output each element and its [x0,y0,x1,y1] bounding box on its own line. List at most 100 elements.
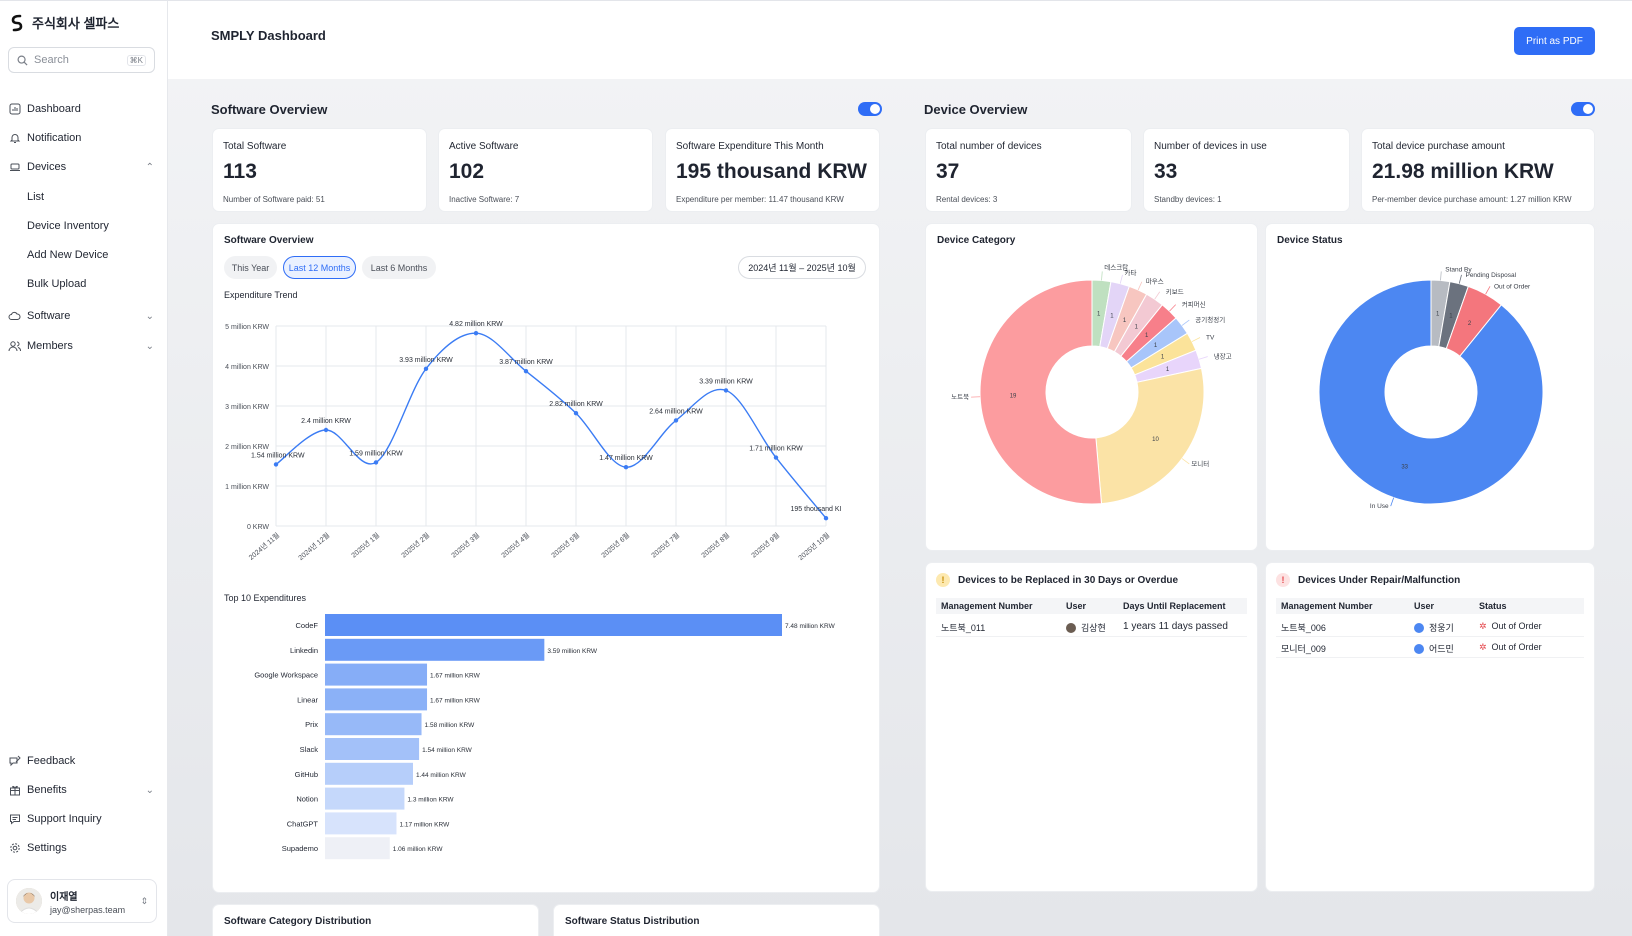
search-icon [17,55,28,66]
avatar [1414,644,1424,654]
bar [325,638,545,661]
broken-icon: ✲ [1479,621,1487,631]
table-row[interactable]: 모니터_009 어드민 ✲ Out of Order [1276,637,1584,658]
filter-this-year[interactable]: This Year [224,256,277,279]
sidebar-item-dashboard[interactable]: Dashboard [0,97,168,121]
sidebar-item-settings[interactable]: Settings [0,836,168,860]
brand[interactable]: 주식회사 셀파스 [10,13,119,32]
slice-value: 33 [1401,464,1408,470]
panel-title: Devices Under Repair/Malfunction [1298,575,1461,586]
broken-icon: ✲ [1479,642,1487,652]
stat-label: Total Software [223,141,287,152]
bar [325,812,397,835]
filter-last-12-months[interactable]: Last 12 Months [283,256,356,279]
device-status-chart: 1 Stand By 1 Pending Disposal 2 Out of Order 3… [1318,266,1544,510]
panel-title: Software Category Distribution [224,916,372,927]
bar [325,663,428,686]
stat-card-total-software: Total Software 113 Number of Software pa… [212,128,427,212]
sidebar-label: Settings [27,842,67,854]
data-label: 3.93 million KRW [399,357,453,364]
sidebar-item-devices[interactable]: Devices ⌃ [0,155,168,179]
search-input[interactable]: Search ⌘K [8,47,155,73]
user-name: 이재열 [50,891,78,903]
slice-label: Pending Disposal [1465,272,1516,279]
sidebar-item-device-inventory[interactable]: Device Inventory [0,214,168,238]
sidebar-item-support[interactable]: Support Inquiry [0,807,168,831]
slice-value: 2 [1468,321,1472,327]
sidebar-item-feedback[interactable]: Feedback [0,749,168,773]
days-until-replacement: 1 years 11 days passed [1123,621,1228,632]
sidebar-label: Software [27,310,71,322]
bar-value-label: 3.59 million KRW [547,648,598,655]
table-row[interactable]: 노트북_011 김상현 1 years 11 days passed [936,616,1247,637]
user-menu[interactable]: 이재열 jay@sherpas.team ⇕ [7,879,157,923]
sidebar-item-software[interactable]: Software ⌄ [0,304,168,328]
stat-value: 33 [1154,160,1178,183]
filter-last-6-months[interactable]: Last 6 Months [362,256,436,279]
pie-slice [1095,367,1205,505]
slice-value: 19 [1010,393,1017,399]
warning-icon: ! [936,573,950,587]
x-tick-label: 2025년 3월 [449,531,481,560]
software-overview-toggle[interactable] [858,102,882,116]
device-category-chart: 1 데스크탑 1 카타 1 마우스 1 키보드 1 커피머신 1 공기청정기 1 TV 1 냉장고 10 모니터 1… [951,263,1232,505]
panel-title: Software Overview [224,235,314,246]
bar [325,713,422,736]
x-tick-label: 2025년 9월 [749,531,781,560]
bar [325,614,782,636]
column-header: User [1066,601,1087,611]
trend-title: Expenditure Trend [224,290,298,300]
sidebar-item-list[interactable]: List [0,185,168,209]
sidebar-item-bulk-upload[interactable]: Bulk Upload [0,272,168,296]
sidebar-item-benefits[interactable]: Benefits ⌄ [0,778,168,802]
bar [325,837,390,860]
device-overview-toggle[interactable] [1571,102,1595,116]
sidebar: 주식회사 셀파스 Search ⌘K Dashboard Notificatio… [0,0,168,936]
print-pdf-button[interactable]: Print as PDF [1514,27,1595,55]
data-point [623,465,629,470]
stat-value: 37 [936,160,960,183]
chevron-down-icon: ⌄ [145,784,154,796]
bar [325,688,428,711]
pie-slice [979,279,1103,505]
bar-category-label: ChatGPT [287,819,319,828]
y-tick-label: 0 KRW [247,524,269,531]
y-tick-label: 3 million KRW [225,404,269,411]
slice-value: 1 [1110,314,1114,320]
status-value: Out of Order [1491,621,1542,631]
chevron-down-icon: ⌄ [145,340,154,352]
slice-label: Stand By [1445,266,1472,273]
x-tick-label: 2025년 10월 [796,531,831,562]
bar-value-label: 1.67 million KRW [430,673,481,680]
bar [325,738,420,760]
data-point [673,418,679,423]
bar-value-label: 1.17 million KRW [399,821,450,828]
sidebar-item-notification[interactable]: Notification [0,126,168,150]
logo-icon [11,14,23,31]
chevron-updown-icon: ⇕ [140,895,148,906]
software-overview-panel: Software Overview This Year Last 12 Mont… [212,223,880,893]
slice-label: 냉장고 [1214,352,1232,361]
data-label: 1.59 million KRW [349,450,403,457]
avatar [1066,623,1076,633]
bar-category-label: Slack [300,745,319,754]
panel-title: Device Status [1277,235,1343,246]
sidebar-item-add-new-device[interactable]: Add New Device [0,243,168,267]
stat-value: 102 [449,160,485,183]
column-header: User [1414,601,1435,611]
slice-label: 카타 [1124,268,1136,277]
sidebar-item-members[interactable]: Members ⌄ [0,334,168,358]
date-range-picker[interactable]: 2024년 11월 – 2025년 10월 [738,256,866,279]
data-point [423,366,429,371]
brand-name: 주식회사 셀파스 [32,16,120,31]
device-overview-heading: Device Overview [924,102,1028,117]
search-shortcut: ⌘K [126,54,146,66]
cloud-icon [8,310,21,323]
sidebar-label: Feedback [27,755,76,767]
slice-value: 1 [1166,367,1170,373]
slice-label: 모니터 [1191,459,1209,468]
users-icon [8,340,21,353]
x-tick-label: 2025년 8월 [699,531,731,560]
table-row[interactable]: 노트북_006 정웅기 ✲ Out of Order [1276,616,1584,637]
data-label: 2.4 million KRW [301,418,351,425]
